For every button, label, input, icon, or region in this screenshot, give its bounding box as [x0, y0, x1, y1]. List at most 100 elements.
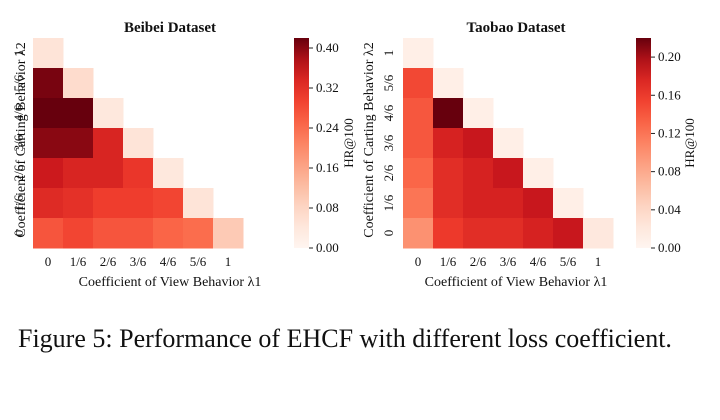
heatmap-cell	[63, 158, 94, 189]
x-tick-label: 3/6	[130, 254, 147, 269]
colorbar-tick-label: 0.16	[316, 160, 339, 175]
heatmap-cell	[493, 158, 524, 189]
heatmap-cell	[403, 98, 434, 129]
colorbar-tick-label: 0.20	[658, 49, 681, 64]
heatmap-cell	[93, 188, 124, 219]
heatmap-cell	[123, 218, 154, 249]
heatmap-cell	[583, 218, 614, 249]
heatmap-cell	[183, 218, 214, 249]
x-tick-label: 1/6	[70, 254, 87, 269]
x-tick-label: 1	[595, 254, 602, 269]
x-tick-labels: 0 1/6 2/6 3/6 4/6 5/6 1	[415, 254, 602, 269]
x-axis-label: Coefficient of View Behavior λ1	[425, 275, 608, 290]
heatmap-cell	[153, 158, 184, 189]
heatmap-cell	[403, 128, 434, 159]
y-axis-label: Coefficient of Carting Behavior λ2	[362, 42, 377, 237]
heatmap-cell	[523, 188, 554, 219]
heatmap-cells	[403, 38, 614, 249]
heatmap-cell	[123, 128, 154, 159]
x-axis-label: Coefficient of View Behavior λ1	[79, 275, 262, 290]
heatmap-cell	[213, 218, 244, 249]
x-tick-label: 0	[415, 254, 422, 269]
y-tick-labels: 1 5/6 4/6 3/6 2/6 1/6 0	[11, 50, 26, 237]
x-tick-label: 2/6	[470, 254, 487, 269]
chart-title: Beibei Dataset	[124, 20, 216, 36]
x-tick-label: 3/6	[500, 254, 517, 269]
colorbar-tick-label: 0.04	[658, 202, 681, 217]
heatmap-cell	[33, 158, 64, 189]
heatmap-cell	[493, 128, 524, 159]
heatmap-cell	[153, 188, 184, 219]
x-tick-label: 1/6	[440, 254, 457, 269]
y-tick-labels: 1 5/6 4/6 3/6 2/6 1/6 0	[381, 50, 396, 237]
colorbar-tick-label: 0.32	[316, 80, 339, 95]
heatmap-cell	[63, 218, 94, 249]
heatmap-cell	[183, 188, 214, 219]
heatmap-cell	[33, 218, 64, 249]
colorbar-ticks: 0.40 0.32 0.24 0.16 0.08 0.00	[309, 40, 339, 255]
y-tick-label: 1/6	[381, 194, 396, 211]
colorbar-tick-label: 0.40	[316, 40, 339, 55]
y-axis-label: Coefficient of Carting Behavior λ2	[14, 42, 29, 237]
chart-title: Taobao Dataset	[466, 20, 565, 36]
x-tick-label: 5/6	[560, 254, 577, 269]
heatmap-cell	[123, 188, 154, 219]
heatmap-cell	[433, 218, 464, 249]
colorbar-tick-label: 0.00	[316, 240, 339, 255]
heatmap-cell	[553, 218, 584, 249]
heatmap-cell	[33, 68, 64, 99]
x-tick-label: 4/6	[160, 254, 177, 269]
x-tick-label: 0	[45, 254, 52, 269]
figure: Beibei Dataset 0 1/6 2/6 3/6 4/6 5/6 1 1 5/6 4/6…	[11, 20, 697, 290]
heatmap-cell	[33, 98, 64, 129]
heatmap-cell	[33, 128, 64, 159]
colorbar-ticks: 0.20 0.16 0.12 0.08 0.04 0.00	[651, 49, 681, 255]
heatmap-cell	[553, 188, 584, 219]
heatmap-cell	[63, 188, 94, 219]
colorbar-tick-label: 0.08	[316, 200, 339, 215]
x-tick-label: 1	[225, 254, 232, 269]
heatmap-cell	[33, 188, 64, 219]
heatmap-cell	[93, 218, 124, 249]
heatmap-cell	[433, 98, 464, 129]
figure-caption: Figure 5: Performance of EHCF with diffe…	[18, 324, 672, 353]
y-tick-label: 0	[11, 230, 26, 237]
heatmap-cell	[463, 218, 494, 249]
heatmap-cell	[123, 158, 154, 189]
heatmap-cell	[63, 128, 94, 159]
heatmap-cell	[433, 68, 464, 99]
heatmap-cell	[523, 158, 554, 189]
colorbar-label: HR@100	[341, 118, 356, 168]
y-tick-label: 2/6	[11, 164, 26, 181]
heatmap-cell	[153, 218, 184, 249]
y-tick-label: 5/6	[11, 74, 26, 91]
y-tick-label: 2/6	[381, 164, 396, 181]
y-tick-label: 4/6	[11, 104, 26, 121]
y-tick-label: 1	[11, 50, 26, 57]
heatmap-cell	[463, 188, 494, 219]
heatmap-cell	[93, 128, 124, 159]
heatmap-cell	[403, 188, 434, 219]
colorbar	[636, 38, 651, 248]
heatmap-cell	[463, 98, 494, 129]
heatmap-cell	[463, 128, 494, 159]
heatmap-cell	[93, 98, 124, 129]
heatmap-cells	[33, 38, 244, 249]
heatmap-cell	[403, 68, 434, 99]
x-tick-label: 4/6	[530, 254, 547, 269]
colorbar	[294, 38, 309, 248]
heatmap-cell	[403, 218, 434, 249]
x-tick-label: 2/6	[100, 254, 117, 269]
y-tick-label: 1/6	[11, 194, 26, 211]
x-tick-label: 5/6	[190, 254, 207, 269]
heatmap-cell	[433, 158, 464, 189]
heatmap-panel-taobao: Taobao Dataset 0 1/6 2/6 3/6 4/6 5/6 1 1 5/6 4/6…	[362, 20, 697, 290]
heatmap-cell	[433, 188, 464, 219]
heatmap-cell	[63, 98, 94, 129]
heatmap-panel-beibei: Beibei Dataset 0 1/6 2/6 3/6 4/6 5/6 1 1 5/6 4/6…	[11, 20, 356, 290]
heatmap-cell	[433, 128, 464, 159]
heatmap-cell	[93, 158, 124, 189]
colorbar-tick-label: 0.24	[316, 120, 339, 135]
heatmap-cell	[493, 218, 524, 249]
colorbar-tick-label: 0.12	[658, 125, 681, 140]
